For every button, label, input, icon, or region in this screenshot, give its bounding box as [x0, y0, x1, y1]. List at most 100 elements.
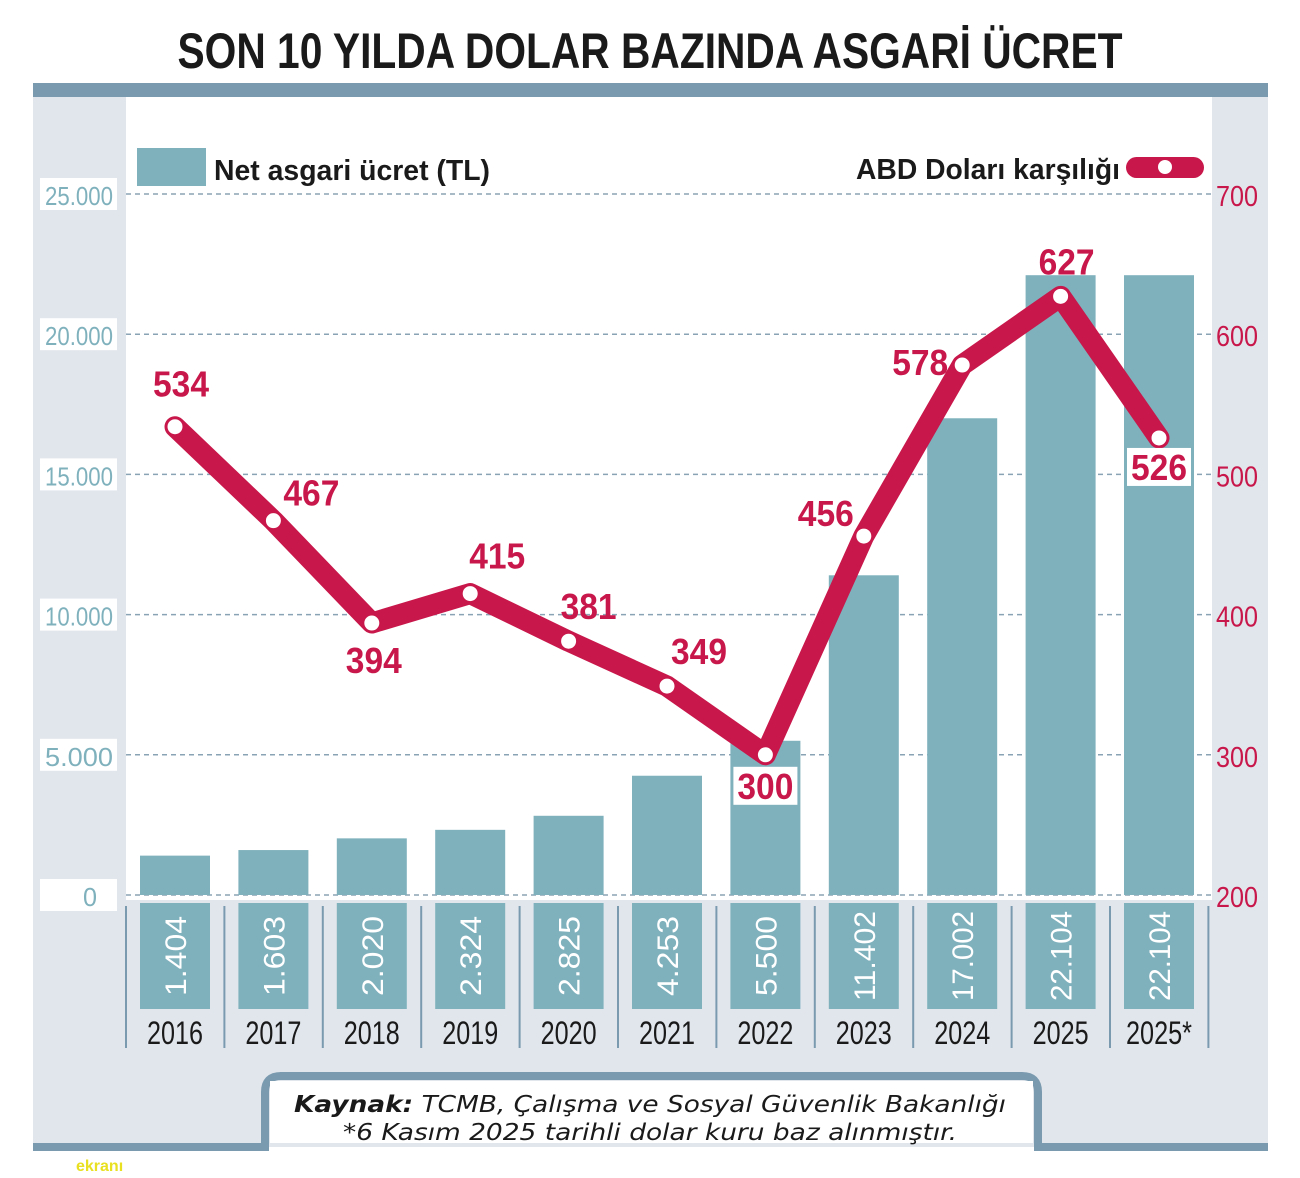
bar	[1124, 275, 1194, 895]
year-label: 2017	[245, 1015, 301, 1051]
line-value-label: 300	[737, 766, 793, 807]
line-value-label: 381	[561, 586, 617, 627]
line-value-label: 526	[1131, 447, 1187, 488]
bar-value-box	[1124, 903, 1194, 1009]
bar	[435, 829, 506, 895]
line-marker	[264, 512, 282, 530]
bar-value-box	[238, 903, 309, 1009]
footnote: *6 Kasım 2025 tarihli dolar kuru baz alı…	[343, 1120, 957, 1146]
left-tick-box	[40, 178, 117, 210]
line-marker	[855, 527, 873, 545]
bar-value-label: 1.603	[258, 916, 291, 996]
bar-value-label: 2.020	[357, 916, 390, 996]
bar-value-box	[140, 903, 210, 1009]
bar-value-box	[336, 903, 407, 1009]
right-tick-label: 700	[1216, 181, 1258, 213]
bar	[336, 838, 407, 895]
bar-value-label: 5.500	[750, 916, 783, 996]
right-axis-panel	[1212, 97, 1268, 1147]
left-tick-box	[40, 318, 117, 351]
left-tick-label: 0	[83, 882, 97, 912]
line-marker	[953, 356, 971, 374]
year-label: 2018	[344, 1015, 400, 1051]
bar-value-box	[533, 903, 604, 1009]
bar-value-label: 4.253	[652, 916, 685, 996]
bar-value-label: 17.002	[947, 911, 980, 1001]
source-value: TCMB, Çalışma ve Sosyal Güvenlik Bakanlı…	[413, 1092, 1006, 1118]
source-box	[270, 1081, 1033, 1143]
year-label: 2019	[442, 1015, 498, 1051]
year-label: 2025	[1033, 1015, 1089, 1051]
bar	[533, 815, 604, 895]
right-tick-label: 500	[1216, 461, 1258, 493]
line-marker	[461, 585, 479, 603]
right-tick-label: 600	[1216, 321, 1258, 353]
line-marker	[363, 614, 381, 632]
left-tick-label: 25.000	[45, 181, 113, 211]
bar	[1025, 275, 1096, 895]
left-tick-box	[40, 458, 117, 491]
bar-value-label: 22.104	[1046, 911, 1079, 1001]
line-value-label: 394	[346, 640, 402, 681]
left-tick-label: 15.000	[45, 461, 113, 491]
right-tick-label: 300	[1216, 742, 1258, 774]
line-value-label: 456	[798, 493, 854, 534]
source-text: Kaynak: TCMB, Çalışma ve Sosyal Güvenlik…	[294, 1092, 1006, 1118]
legend-line-marker	[1158, 160, 1172, 174]
left-tick-label: 5.000	[45, 742, 113, 772]
line-marker	[1150, 429, 1168, 447]
year-label: 2024	[934, 1015, 990, 1051]
year-label: 2016	[147, 1015, 203, 1051]
bar	[730, 740, 801, 895]
year-label: 2023	[836, 1015, 892, 1051]
left-tick-label: 10.000	[45, 602, 113, 632]
line-label-box	[733, 766, 798, 805]
line-marker	[560, 632, 578, 650]
line-value-label: 534	[153, 364, 209, 405]
bar-value-label: 22.104	[1144, 911, 1177, 1001]
left-tick-box	[40, 738, 117, 771]
bar	[238, 850, 309, 895]
bar	[632, 775, 702, 895]
left-tick-label: 20.000	[45, 321, 113, 351]
legend-bar-label: Net asgari ücret (TL)	[214, 155, 490, 187]
bar	[140, 855, 210, 895]
year-label: 2021	[639, 1015, 695, 1051]
line-marker	[1052, 287, 1070, 305]
bar	[828, 575, 899, 895]
bar-value-box	[927, 903, 998, 1009]
source-label: Kaynak:	[294, 1092, 413, 1118]
chart-title: SON 10 YILDA DOLAR BAZINDA ASGARİ ÜCRET	[178, 23, 1123, 79]
line-label-box	[1127, 447, 1191, 486]
left-tick-box	[40, 879, 117, 911]
line-marker	[166, 418, 184, 436]
left-tick-box	[40, 598, 117, 631]
legend-bar-swatch	[137, 148, 206, 186]
line-value-label: 578	[892, 342, 948, 383]
line-value-label: 467	[283, 473, 339, 514]
line-marker	[756, 746, 774, 764]
bar	[927, 418, 998, 895]
right-tick-label: 200	[1216, 882, 1258, 914]
line-value-label: 415	[469, 536, 525, 577]
top-frame-bar	[33, 83, 1268, 97]
bar-value-box	[828, 903, 899, 1009]
bar-value-box	[730, 903, 801, 1009]
watermark-logo: ekranı	[76, 1158, 123, 1175]
right-tick-label: 400	[1216, 602, 1258, 634]
bar-value-box	[1025, 903, 1096, 1009]
year-label: 2022	[737, 1015, 793, 1051]
bottom-frame	[33, 1072, 1268, 1151]
bar-value-label: 11.402	[849, 911, 882, 1001]
bar-value-box	[632, 903, 702, 1009]
bar-value-label: 1.404	[160, 916, 193, 996]
year-label: 2025*	[1126, 1015, 1192, 1051]
legend-line-label: ABD Doları karşılığı	[856, 154, 1120, 186]
bar-value-label: 2.825	[554, 916, 587, 996]
year-label: 2020	[541, 1015, 597, 1051]
line-value-label: 349	[671, 631, 727, 672]
bar-value-box	[435, 903, 506, 1009]
bar-value-label: 2.324	[455, 916, 488, 996]
line-marker	[658, 677, 676, 695]
